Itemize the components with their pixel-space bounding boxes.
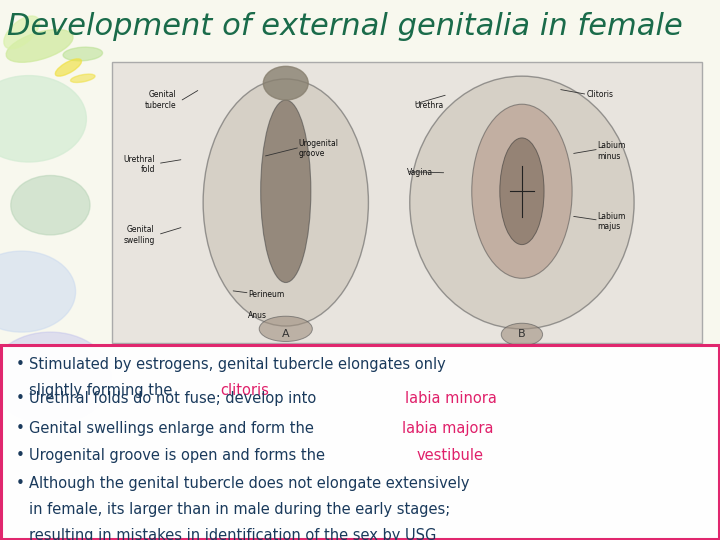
Text: •: • bbox=[16, 448, 24, 463]
Ellipse shape bbox=[203, 79, 369, 326]
Text: Perineum: Perineum bbox=[248, 290, 284, 299]
Text: Labium
majus: Labium majus bbox=[598, 212, 626, 231]
Text: Genital
tubercle: Genital tubercle bbox=[145, 90, 176, 110]
Circle shape bbox=[264, 66, 308, 100]
Ellipse shape bbox=[410, 76, 634, 329]
Text: •: • bbox=[16, 476, 24, 491]
Ellipse shape bbox=[6, 30, 73, 62]
Text: resulting in mistakes in identification of the sex by USG: resulting in mistakes in identification … bbox=[29, 528, 436, 540]
Text: Although the genital tubercle does not elongate extensively: Although the genital tubercle does not e… bbox=[29, 476, 469, 491]
Circle shape bbox=[0, 76, 86, 162]
Text: slightly forming the: slightly forming the bbox=[29, 383, 177, 399]
Circle shape bbox=[11, 176, 90, 235]
Text: Urethra: Urethra bbox=[414, 101, 444, 110]
Text: vestibule: vestibule bbox=[417, 448, 484, 463]
Ellipse shape bbox=[500, 138, 544, 245]
Text: Urogenital groove is open and forms the: Urogenital groove is open and forms the bbox=[29, 448, 330, 463]
FancyBboxPatch shape bbox=[1, 345, 719, 539]
Text: Urethral folds do not fuse; develop into: Urethral folds do not fuse; develop into bbox=[29, 391, 320, 406]
Ellipse shape bbox=[55, 59, 81, 76]
Text: Clitoris: Clitoris bbox=[587, 90, 613, 99]
Ellipse shape bbox=[4, 16, 40, 49]
Text: •: • bbox=[16, 391, 24, 406]
Text: Vagina: Vagina bbox=[407, 168, 433, 177]
Text: •: • bbox=[16, 421, 24, 436]
Circle shape bbox=[0, 251, 76, 332]
FancyBboxPatch shape bbox=[112, 62, 702, 343]
Ellipse shape bbox=[71, 74, 95, 83]
Text: Anus: Anus bbox=[248, 312, 267, 320]
Ellipse shape bbox=[501, 323, 543, 346]
Text: labia minora: labia minora bbox=[405, 391, 498, 406]
Text: clitoris: clitoris bbox=[220, 383, 269, 399]
Text: Urethral
fold: Urethral fold bbox=[123, 155, 155, 174]
Ellipse shape bbox=[261, 100, 311, 282]
Text: in female, its larger than in male during the early stages;: in female, its larger than in male durin… bbox=[29, 502, 450, 517]
Text: Development of external genitalia in female: Development of external genitalia in fem… bbox=[7, 12, 683, 41]
Ellipse shape bbox=[63, 47, 102, 61]
Text: Labium
minus: Labium minus bbox=[598, 141, 626, 161]
Circle shape bbox=[0, 332, 112, 424]
Text: •: • bbox=[16, 357, 24, 373]
Text: Stimulated by estrogens, genital tubercle elongates only: Stimulated by estrogens, genital tubercl… bbox=[29, 357, 446, 373]
Ellipse shape bbox=[472, 104, 572, 278]
Text: Genital
swelling: Genital swelling bbox=[123, 225, 155, 245]
Text: Genital swellings enlarge and form the: Genital swellings enlarge and form the bbox=[29, 421, 318, 436]
Ellipse shape bbox=[259, 316, 312, 341]
Text: labia majora: labia majora bbox=[402, 421, 494, 436]
Text: B: B bbox=[518, 329, 526, 340]
Text: A: A bbox=[282, 329, 289, 340]
Text: Urogenital
groove: Urogenital groove bbox=[299, 139, 339, 158]
